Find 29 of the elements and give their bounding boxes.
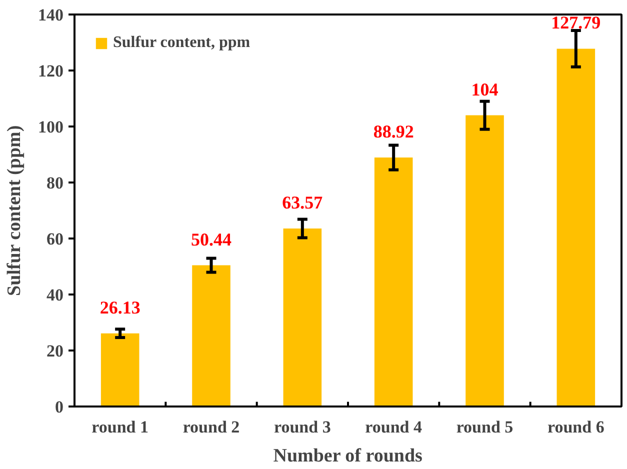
y-tick-label: 80 (46, 174, 64, 192)
y-tick-label: 140 (38, 6, 64, 24)
data-label: 26.13 (100, 297, 140, 318)
x-tick-label: round 3 (274, 418, 331, 436)
legend-label: Sulfur content, ppm (113, 34, 250, 52)
y-axis-title: Sulfur content (ppm) (4, 125, 25, 296)
bar (374, 158, 413, 406)
data-label: 88.92 (373, 122, 414, 142)
bar (100, 333, 140, 406)
bar (556, 48, 596, 406)
y-tick-label: 0 (55, 398, 64, 416)
x-tick-label: round 2 (182, 418, 240, 436)
y-tick-label: 100 (38, 118, 64, 136)
data-label: 63.57 (282, 192, 323, 213)
x-tick-label: round 6 (547, 418, 604, 436)
data-label: 104 (471, 79, 498, 100)
y-tick-label: 60 (46, 230, 64, 248)
data-label: 127.79 (551, 12, 601, 33)
bar (466, 115, 504, 406)
y-tick-label: 40 (46, 286, 64, 304)
x-tick-label: round 1 (92, 418, 149, 436)
x-tick-label: round 4 (365, 418, 423, 436)
data-label: 50.44 (191, 229, 232, 250)
bar (192, 265, 230, 406)
y-tick-label: 20 (46, 342, 64, 360)
bar (283, 228, 322, 406)
x-tick-label: round 5 (456, 418, 514, 436)
x-axis-title: Number of rounds (273, 446, 422, 466)
y-tick-label: 120 (38, 62, 64, 80)
